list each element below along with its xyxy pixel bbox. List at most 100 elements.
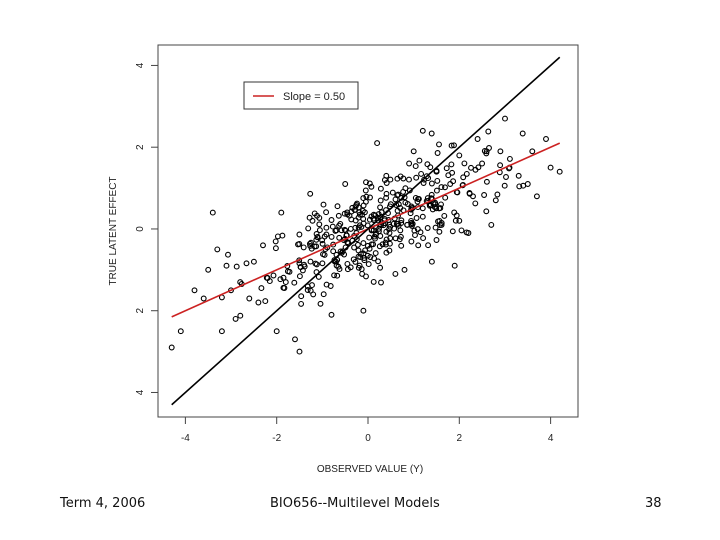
data-point [308,239,314,246]
data-point [397,227,404,234]
data-point [420,235,427,242]
data-point [356,211,363,218]
data-point [323,209,330,216]
data-point [311,210,318,217]
data-point [516,183,523,190]
data-point [243,260,250,267]
data-point [398,242,405,249]
data-point [420,180,427,186]
data-point [316,227,323,234]
data-point [266,278,273,285]
data-point [366,216,373,223]
data-point [300,244,307,251]
data-point [424,195,431,202]
data-point [307,190,314,197]
data-point [427,164,434,171]
data-point [355,253,362,260]
data-point [519,130,526,137]
data-point [402,185,409,192]
data-point [383,180,390,186]
data-point [466,190,473,197]
data-point [319,240,326,247]
fit-lines [171,56,561,406]
data-point [336,234,343,241]
data-point [413,215,420,221]
data-point [424,161,431,168]
data-point [503,174,509,180]
data-point [323,224,330,231]
data-point [378,279,384,286]
x-axis: -4 -2 0 2 4 [181,417,554,444]
data-point [417,229,424,236]
data-point [258,285,265,292]
data-point [419,127,426,134]
data-point [328,233,335,240]
data-point [377,264,384,271]
data-point [515,172,522,179]
data-point [262,298,269,305]
data-point [370,241,377,248]
data-point [436,141,442,148]
data-point [520,182,527,189]
data-point [323,281,330,288]
data-point [305,225,312,232]
data-point [436,217,443,224]
data-point [372,231,379,238]
y-tick-label: 4 [135,389,146,395]
data-point [297,264,304,270]
data-point [370,278,377,285]
data-point [351,244,358,251]
data-point [296,260,303,267]
data-point [313,236,320,243]
data-point [363,179,369,186]
data-point [334,203,341,210]
data-point [415,242,422,249]
data-point [375,217,382,224]
data-point [308,245,315,252]
data-point [362,247,369,254]
data-point [383,194,390,201]
data-point [352,203,359,210]
data-point [360,220,367,227]
data-point [313,231,320,237]
data-point [367,254,374,260]
data-point [315,273,322,280]
y-axis-title: TRUE LATENT EFFECT [108,176,119,285]
data-point [456,152,463,159]
data-point [270,272,277,279]
data-point [307,258,314,265]
data-point [298,293,305,300]
y-tick-label: 2 [135,307,146,313]
data-point [250,258,257,265]
data-point [362,187,369,194]
data-point [411,227,418,234]
data-point [428,191,435,198]
data-point [320,251,326,258]
legend-label-slope: Slope = 0.50 [283,91,345,103]
data-point [404,221,411,228]
data-point [468,164,474,171]
data-point [377,204,384,211]
data-point [427,202,434,209]
data-point [418,170,425,177]
data-point [442,194,449,201]
data-point [397,205,404,211]
data-point [377,185,384,192]
data-point [363,193,370,200]
data-point [481,148,488,154]
data-point [432,199,439,206]
y-tick-label: 0 [135,226,146,232]
data-point [394,221,401,227]
data-point [340,237,347,243]
data-point [387,235,394,242]
data-point [328,311,335,318]
data-point [375,258,382,265]
data-point [307,287,314,294]
data-point [341,226,348,233]
data-point [338,227,345,234]
data-point [463,229,470,236]
data-point [218,328,225,335]
data-point [255,299,262,306]
data-point [330,248,337,255]
data-point [306,214,313,221]
